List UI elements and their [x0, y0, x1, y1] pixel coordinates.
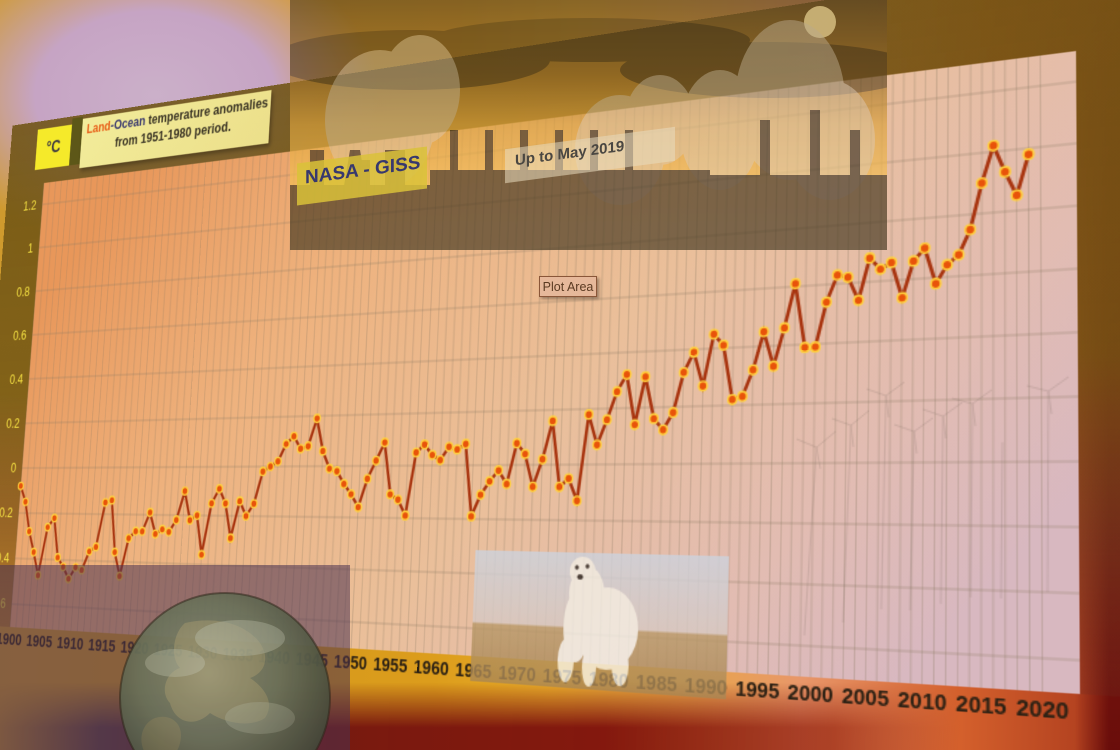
svg-text:2005: 2005	[842, 682, 890, 711]
svg-text:0.2: 0.2	[6, 417, 20, 432]
svg-text:1.2: 1.2	[23, 199, 37, 215]
svg-text:1: 1	[27, 242, 33, 257]
svg-text:0: 0	[10, 461, 17, 476]
svg-text:2020: 2020	[1016, 693, 1069, 724]
svg-text:1955: 1955	[373, 653, 408, 677]
svg-text:2015: 2015	[956, 690, 1007, 721]
svg-text:-0.4: -0.4	[0, 551, 10, 566]
svg-text:0.6: 0.6	[13, 329, 27, 344]
svg-text:0.4: 0.4	[9, 373, 23, 388]
svg-text:1960: 1960	[413, 655, 449, 680]
svg-text:1995: 1995	[735, 676, 780, 704]
svg-text:0.8: 0.8	[16, 285, 30, 300]
svg-text:2010: 2010	[898, 686, 947, 716]
svg-text:2000: 2000	[787, 679, 833, 708]
svg-text:-0.2: -0.2	[0, 506, 13, 521]
